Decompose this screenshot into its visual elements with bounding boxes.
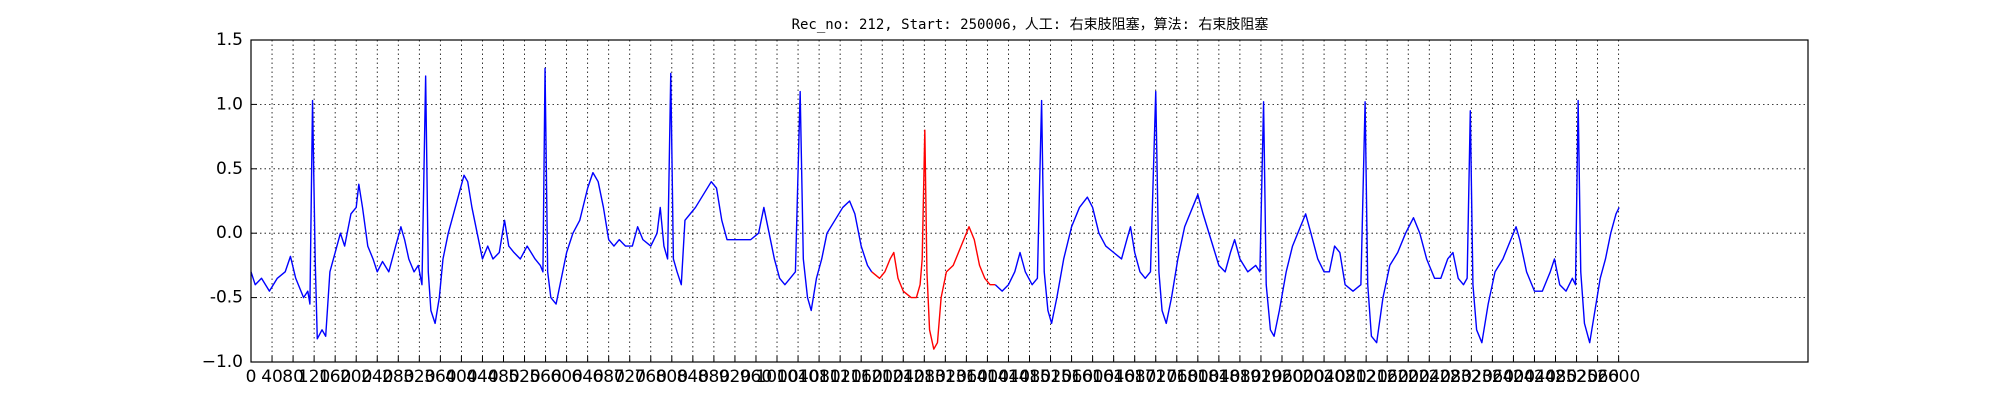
x-tick-label: 120 <box>298 367 330 387</box>
x-tick-label: 1920 <box>1239 367 1282 387</box>
x-tick-label: 2400 <box>1492 367 1535 387</box>
chart-title: Rec_no: 212, Start: 250006，人工: 右束肢阻塞，算法:… <box>792 16 1269 33</box>
x-tick-label: 160 <box>319 367 351 387</box>
x-tick-label: 920 <box>719 367 751 387</box>
x-tick-label: 80 <box>282 367 304 387</box>
series-line <box>871 129 996 350</box>
x-tick-label: 840 <box>677 367 709 387</box>
x-tick-label: 720 <box>614 367 646 387</box>
plot-frame <box>250 39 1809 363</box>
x-tick-label: 2200 <box>1387 367 1430 387</box>
x-tick-label: 1840 <box>1197 367 1240 387</box>
x-tick-label: 2080 <box>1323 367 1366 387</box>
x-tick-label: 1040 <box>776 367 819 387</box>
x-tick-label: 680 <box>592 367 624 387</box>
x-tick-label: 2440 <box>1513 367 1556 387</box>
series-line <box>250 67 873 340</box>
x-tick-label: 2280 <box>1429 367 1472 387</box>
x-tick-label: 0 <box>246 367 257 387</box>
x-tick-label: 2240 <box>1408 367 1451 387</box>
x-tick-label: 240 <box>361 367 393 387</box>
x-tick-label: 640 <box>571 367 603 387</box>
x-tick-label: 1440 <box>987 367 1030 387</box>
y-tick-label: -0.5 <box>210 288 243 308</box>
y-tick-label: 1.0 <box>216 94 243 114</box>
x-tick-label: 1720 <box>1134 367 1177 387</box>
x-tick-label: 2520 <box>1555 367 1598 387</box>
x-tick-label: 1680 <box>1113 367 1156 387</box>
x-tick-label: 1240 <box>882 367 925 387</box>
series-line <box>994 90 1620 344</box>
x-tick-label: 400 <box>445 367 477 387</box>
x-tick-label: 1120 <box>819 367 862 387</box>
x-tick-label: 800 <box>656 367 688 387</box>
x-tick-label: 440 <box>466 367 498 387</box>
x-tick-label: 1760 <box>1155 367 1198 387</box>
x-tick-label: 480 <box>487 367 519 387</box>
x-tick-label: 2160 <box>1366 367 1409 387</box>
x-tick-label: 40 <box>261 367 283 387</box>
x-tick-label: 200 <box>340 367 372 387</box>
x-tick-label: 2320 <box>1450 367 1493 387</box>
x-tick-label: 1320 <box>924 367 967 387</box>
x-tick-label: 880 <box>698 367 730 387</box>
x-tick-label: 1000 <box>755 367 798 387</box>
x-tick-label: 320 <box>403 367 435 387</box>
x-tick-label: 2560 <box>1576 367 1619 387</box>
y-tick-label: 0.0 <box>216 223 243 243</box>
x-tick-label: 2040 <box>1302 367 1345 387</box>
x-tick-label: 1520 <box>1029 367 1072 387</box>
x-tick-label: 1360 <box>945 367 988 387</box>
x-tick-label: 1160 <box>840 367 883 387</box>
x-tick-label: 280 <box>382 367 414 387</box>
x-tick-label: 1600 <box>1071 367 1114 387</box>
x-tick-label: 2360 <box>1471 367 1514 387</box>
x-tick-label: 960 <box>740 367 772 387</box>
x-tick-label: 2120 <box>1345 367 1388 387</box>
x-tick-label: 1560 <box>1050 367 1093 387</box>
x-tick-label: 1640 <box>1092 367 1135 387</box>
x-tick-label: 2000 <box>1281 367 1324 387</box>
x-tick-label: 760 <box>635 367 667 387</box>
x-tick-label: 1800 <box>1176 367 1219 387</box>
x-tick-label: 2600 <box>1597 367 1640 387</box>
x-tick-label: 360 <box>424 367 456 387</box>
x-tick-label: 560 <box>529 367 561 387</box>
x-tick-label: 1400 <box>966 367 1009 387</box>
x-tick-label: 520 <box>508 367 540 387</box>
x-tick-label: 1960 <box>1260 367 1303 387</box>
x-tick-label: 1880 <box>1218 367 1261 387</box>
x-tick-label: 1080 <box>797 367 840 387</box>
y-tick-label: 0.5 <box>216 159 243 179</box>
x-tick-label: 600 <box>550 367 582 387</box>
y-tick-label: −1.0 <box>202 352 243 372</box>
x-tick-label: 1480 <box>1008 367 1051 387</box>
x-tick-label: 1200 <box>861 367 904 387</box>
x-tick-label: 1280 <box>903 367 946 387</box>
y-tick-label: 1.5 <box>216 30 243 50</box>
x-tick-label: 2480 <box>1534 367 1577 387</box>
